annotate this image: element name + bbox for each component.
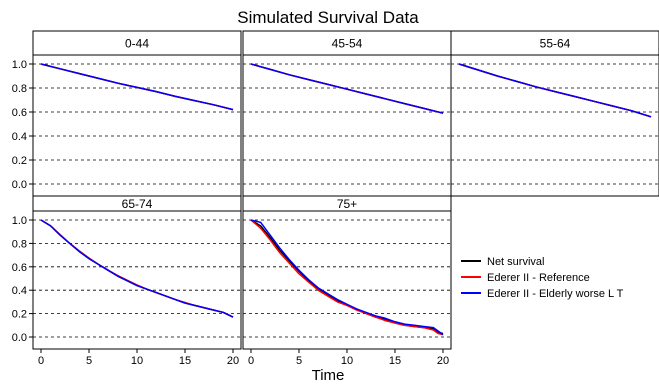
x-tick-label: 10: [341, 355, 353, 367]
series-line: [250, 219, 444, 335]
legend-item: Net survival: [461, 256, 544, 268]
panel-strip: [450, 30, 659, 56]
y-tick-label: 0.2: [12, 309, 27, 321]
panel-strip: [242, 30, 452, 56]
x-tick-label: 20: [437, 355, 449, 367]
panel-label: 55-64: [540, 37, 571, 51]
series-line: [250, 219, 444, 336]
series-line: [40, 219, 234, 318]
y-tick-label: 0.6: [12, 107, 27, 119]
panel-0-44: 0-44 0.0 0.2 0.4 0.6 0.8 1.0: [12, 30, 242, 197]
y-tick-label: 0.6: [12, 262, 27, 274]
x-axis-label: Time: [312, 367, 345, 384]
panel-label: 0-44: [125, 37, 149, 51]
series-line: [40, 219, 234, 318]
series-line: [250, 219, 444, 336]
panel-frame: [32, 54, 242, 197]
panel-frame: [450, 54, 659, 197]
y-tick-label: 1.0: [12, 59, 27, 71]
legend-item: Ederer II - Elderly worse L T: [461, 288, 624, 300]
series-line: [40, 219, 234, 318]
x-tick-label: 5: [296, 355, 302, 367]
x-tick-label: 15: [389, 355, 401, 367]
panel-frame: [242, 54, 452, 197]
y-tick-label: 0.0: [12, 179, 27, 191]
panel-frame: [32, 210, 242, 350]
panel-label: 75+: [337, 197, 357, 211]
chart-title: Simulated Survival Data: [237, 8, 419, 27]
y-tick-label: 1.0: [12, 215, 27, 227]
legend-label: Net survival: [487, 256, 544, 268]
x-tick-label: 10: [131, 355, 143, 367]
x-tick-label: 5: [86, 355, 92, 367]
x-tick-label: 0: [248, 355, 254, 367]
panel-75+: 75+ 0 5 10 15 20: [242, 195, 452, 367]
series-line: [250, 63, 444, 114]
legend-item: Ederer II - Reference: [461, 272, 590, 284]
x-tick-label: 15: [179, 355, 191, 367]
y-tick-label: 0.8: [12, 238, 27, 250]
y-tick-label: 0.8: [12, 83, 27, 95]
legend: Net survival Ederer II - Reference Ederer …: [461, 256, 624, 300]
panel-45-54: 45-54: [242, 30, 452, 197]
series-line: [458, 63, 652, 118]
series-line: [40, 63, 234, 111]
panel-label: 45-54: [332, 37, 363, 51]
panel-strip: [32, 30, 242, 56]
x-tick-label: 0: [38, 355, 44, 367]
y-tick-label: 0.0: [12, 332, 27, 344]
panel-label: 65-74: [122, 197, 153, 211]
y-tick-label: 0.2: [12, 155, 27, 167]
legend-label: Ederer II - Reference: [487, 272, 590, 284]
panels-layer: 0-44 0.0 0.2 0.4 0.6 0.8 1.0 45-54 55-64 65-74 0.0…: [12, 30, 659, 367]
y-tick-label: 0.4: [12, 285, 27, 297]
legend-label: Ederer II - Elderly worse L T: [487, 288, 624, 300]
panel-55-64: 55-64: [450, 30, 659, 197]
panel-65-74: 65-74 0.0 0.2 0.4 0.6 0.8 1.0 0 5 10 15 20: [12, 195, 242, 367]
panel-frame: [242, 210, 452, 350]
y-tick-label: 0.4: [12, 131, 27, 143]
x-tick-label: 20: [227, 355, 239, 367]
